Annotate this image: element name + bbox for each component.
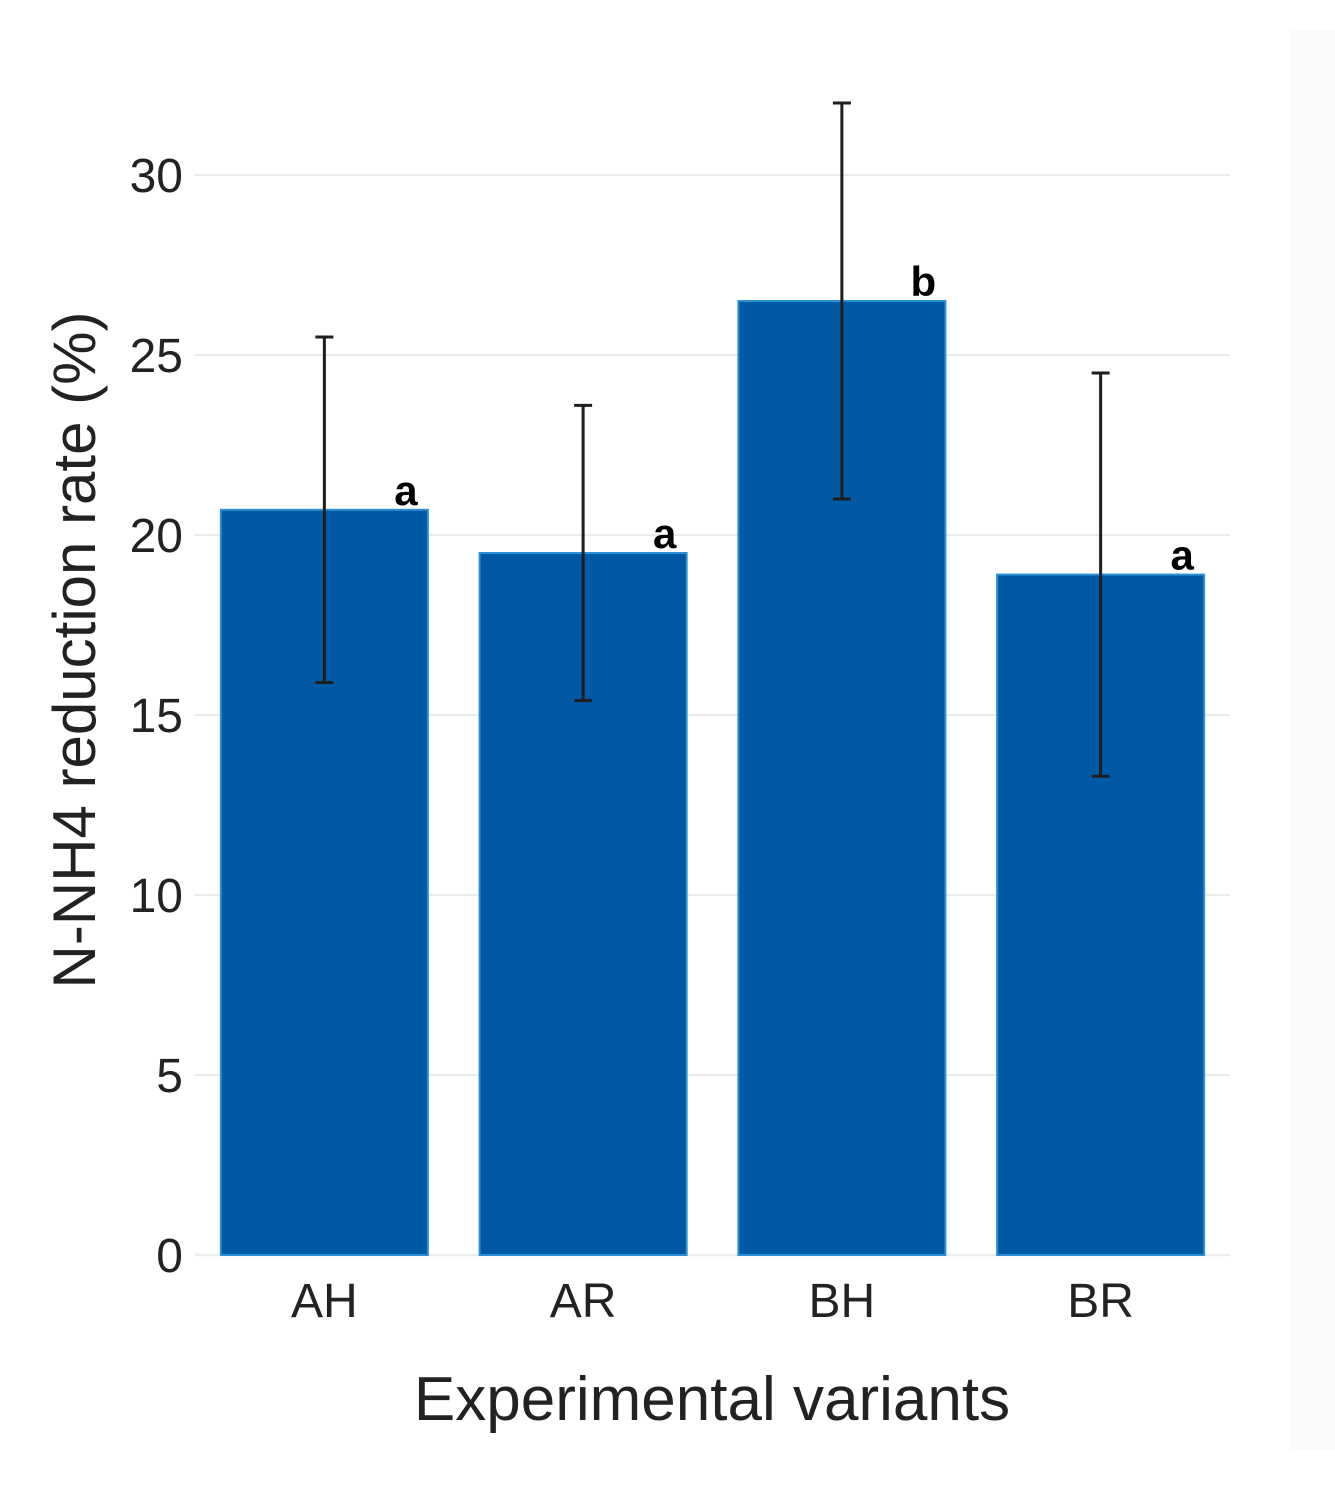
significance-label-AH: a (394, 467, 418, 514)
y-tick-label-5: 5 (156, 1050, 183, 1103)
y-tick-label-0: 0 (156, 1230, 183, 1283)
significance-label-AR: a (653, 510, 677, 557)
significance-labels: a a b a (394, 258, 1194, 579)
significance-label-BH: b (911, 258, 937, 305)
y-tick-label-20: 20 (130, 510, 183, 563)
y-axis-ticks: 0 5 10 15 20 25 30 (130, 150, 183, 1283)
error-bar-AH (315, 335, 334, 685)
x-axis-title: Experimental variants (414, 1365, 1010, 1434)
x-tick-label-BR: BR (1067, 1275, 1134, 1328)
x-tick-label-AR: AR (550, 1275, 617, 1328)
y-tick-label-10: 10 (130, 870, 183, 923)
x-tick-label-BH: BH (809, 1275, 876, 1328)
x-axis-ticks: AH AR BH BR (291, 1275, 1134, 1328)
significance-label-BR: a (1170, 532, 1194, 579)
y-tick-label-25: 25 (130, 330, 183, 383)
side-strip (1290, 30, 1335, 1450)
bars (219, 300, 1206, 1256)
error-bar-AR (574, 403, 593, 703)
x-tick-label-AH: AH (291, 1275, 358, 1328)
error-bar-BR (1091, 371, 1110, 778)
error-bar-BH (832, 101, 851, 501)
error-bars (315, 101, 1110, 778)
y-tick-label-15: 15 (130, 690, 183, 743)
y-axis-title: N-NH4 reduction rate (%) (41, 312, 108, 989)
y-tick-label-30: 30 (130, 150, 183, 203)
